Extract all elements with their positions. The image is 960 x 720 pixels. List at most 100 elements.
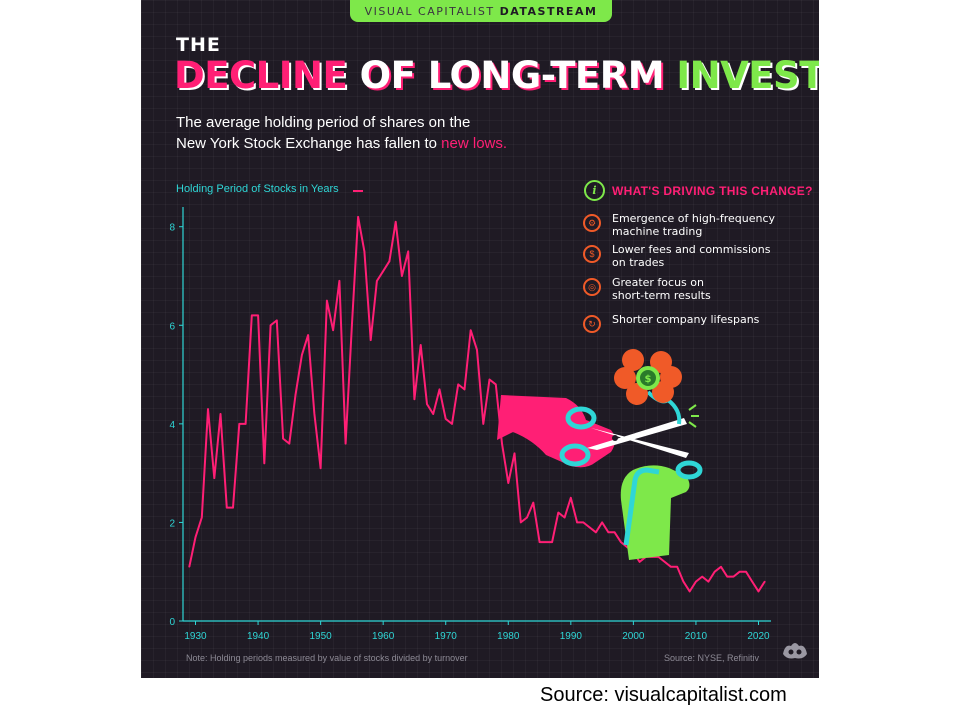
driver-text: Greater focus on short-term results: [612, 276, 711, 302]
data-point: [444, 418, 447, 420]
x-tick-label: 1990: [560, 631, 583, 642]
data-point: [551, 541, 553, 543]
data-point: [407, 250, 409, 253]
gear-icon: ⚙: [583, 214, 601, 232]
data-point: [532, 501, 535, 504]
driver-text: Lower fees and commissions on trades: [612, 243, 771, 269]
x-tick-label: 1960: [372, 631, 395, 642]
data-point: [620, 541, 622, 543]
chart-plot: 0 2 4 6 8 1930 1940 1950 1960 1970 1980 1990 2000 201…: [169, 207, 771, 642]
x-tick-label: 2010: [685, 631, 708, 642]
data-point: [732, 575, 735, 578]
data-point: [545, 541, 547, 543]
y-tick-label: 4: [169, 420, 175, 431]
series-line: [188, 215, 766, 593]
data-point: [213, 477, 216, 479]
data-point: [200, 516, 203, 519]
x-tick-label: 1980: [497, 631, 520, 642]
drivers-title: WHAT'S DRIVING THIS CHANGE?: [612, 184, 813, 198]
data-point: [413, 398, 416, 401]
data-point: [701, 575, 703, 578]
data-point: [482, 423, 485, 425]
data-point: [194, 536, 197, 539]
data-point: [557, 511, 560, 514]
x-tick-label: 1950: [309, 631, 332, 642]
data-point: [745, 570, 747, 573]
data-point: [501, 442, 503, 445]
data-point: [570, 496, 572, 499]
data-point: [207, 408, 209, 410]
data-point: [513, 452, 516, 455]
data-point: [432, 413, 435, 415]
data-point: [588, 526, 591, 529]
y-tick-label: 0: [169, 617, 175, 628]
data-point: [763, 580, 766, 583]
svg-text:$: $: [645, 374, 652, 385]
data-point: [494, 383, 497, 386]
data-point: [526, 516, 528, 519]
data-point: [351, 324, 353, 327]
data-point: [401, 275, 403, 277]
data-point: [576, 521, 578, 524]
data-point: [338, 280, 341, 282]
data-point: [757, 590, 760, 593]
data-point: [282, 437, 284, 440]
data-point: [663, 561, 666, 563]
data-point: [363, 250, 366, 253]
data-point: [276, 319, 278, 322]
footnote: Note: Holding periods measured by value …: [186, 653, 468, 663]
target-icon: ◎: [583, 278, 601, 296]
data-point: [695, 580, 697, 583]
x-tick-label: 2000: [622, 631, 645, 642]
title-prefix: THE: [176, 34, 221, 56]
chart-svg: 0 2 4 6 8 1930 1940 1950 1960 1970 1980 1990 2000 201…: [169, 207, 771, 642]
data-point: [319, 467, 322, 470]
data-point: [451, 423, 453, 425]
data-point: [463, 388, 466, 391]
data-point: [426, 403, 428, 405]
infographic-card: VISUAL CAPITALIST DATASTREAM THE DECLINE…: [141, 0, 819, 678]
data-point: [326, 299, 328, 302]
data-point: [244, 423, 247, 425]
data-point: [288, 442, 291, 445]
data-point: [332, 329, 334, 332]
data-point: [601, 521, 603, 524]
data-point: [469, 329, 472, 332]
dollar-coin-icon: $: [583, 245, 601, 263]
brand-banner[interactable]: VISUAL CAPITALIST DATASTREAM: [350, 0, 612, 22]
data-point: [219, 413, 222, 415]
title-words-middle: OF LONG-TERM: [347, 54, 677, 97]
data-point: [263, 462, 266, 465]
info-icon: i: [584, 180, 605, 201]
subtitle-highlight: new lows.: [441, 135, 508, 152]
brand-name: VISUAL CAPITALIST: [364, 4, 495, 18]
source-caption: Source: visualcapitalist.com: [540, 684, 787, 706]
data-point: [394, 220, 397, 223]
data-point: [376, 280, 378, 282]
y-tick-label: 8: [169, 223, 175, 234]
data-point: [595, 531, 597, 534]
y-tick-label: 6: [169, 321, 175, 332]
flower-icon: $: [614, 349, 682, 425]
data-point: [251, 314, 253, 317]
data-point: [707, 580, 710, 583]
visual-capitalist-logo: [783, 643, 807, 659]
product-name: DATASTREAM: [499, 4, 598, 18]
page-title: DECLINE OF LONG-TERM INVESTING: [174, 54, 819, 97]
data-point: [419, 344, 422, 346]
title-word-decline: DECLINE: [174, 54, 348, 97]
data-point: [582, 521, 585, 524]
data-point: [751, 580, 754, 583]
scissors-icon: [559, 406, 703, 546]
data-point: [726, 575, 729, 578]
data-point: [676, 565, 678, 568]
data-point: [488, 378, 491, 381]
data-point: [507, 482, 510, 484]
data-point: [682, 580, 685, 583]
data-point: [670, 565, 672, 568]
x-tick-label: 1970: [435, 631, 458, 642]
data-point: [688, 590, 691, 593]
data-point: [607, 531, 610, 534]
scissors-hand-illustration: $: [497, 349, 703, 560]
data-point: [301, 354, 303, 356]
